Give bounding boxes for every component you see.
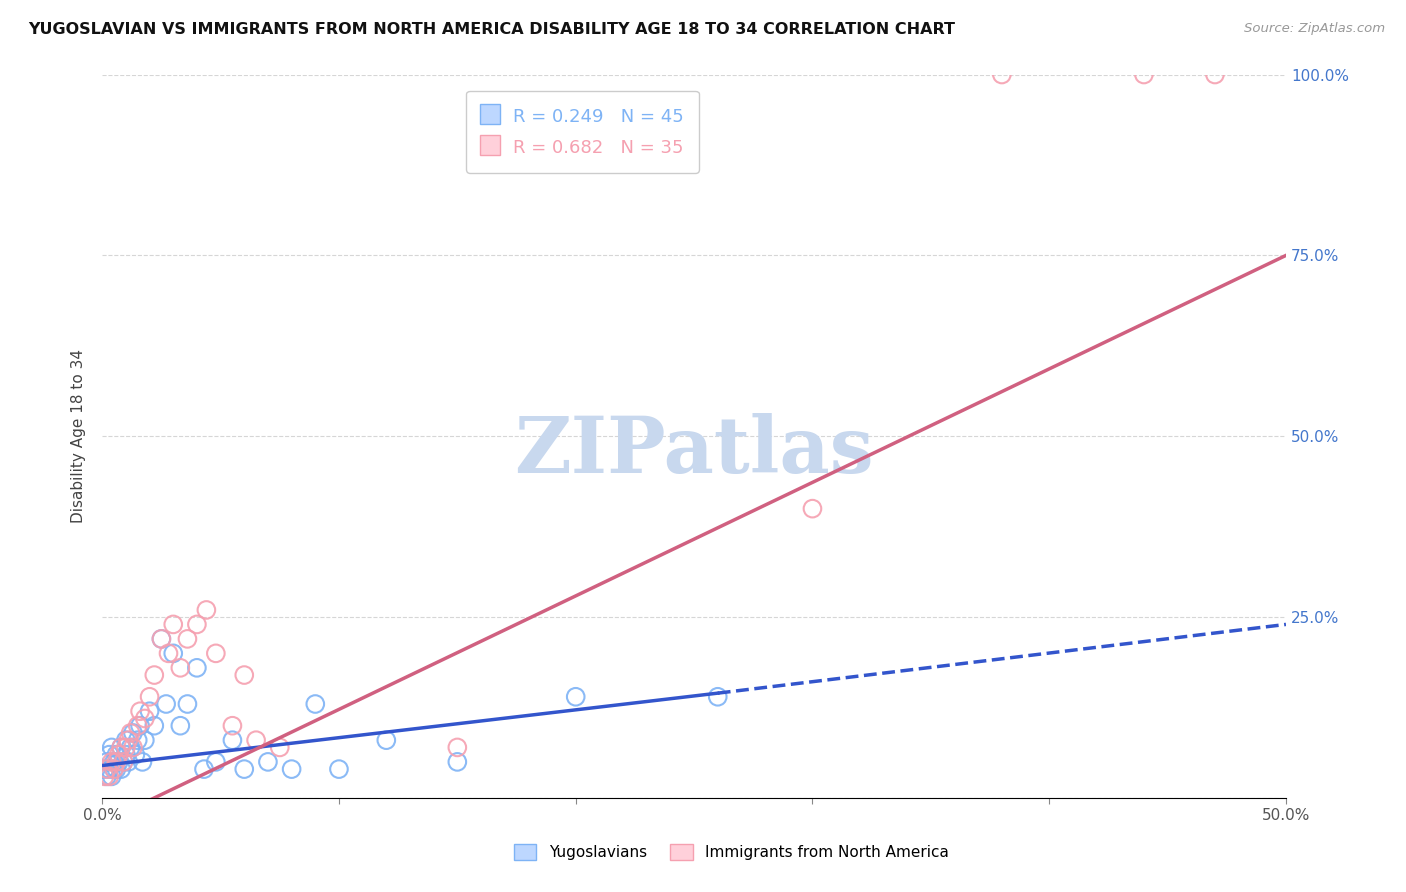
Point	[991, 68, 1014, 82]
Point	[103, 755, 125, 769]
Point	[269, 740, 291, 755]
Legend: Yugoslavians, Immigrants from North America: Yugoslavians, Immigrants from North Amer…	[508, 838, 955, 866]
Text: ZIPatlas: ZIPatlas	[515, 413, 875, 489]
Point	[233, 762, 256, 776]
Point	[115, 733, 138, 747]
Point	[221, 719, 243, 733]
Point	[98, 769, 121, 783]
Point	[110, 740, 132, 755]
Point	[103, 762, 125, 776]
Point	[446, 755, 468, 769]
Point	[186, 661, 208, 675]
Point	[304, 697, 326, 711]
Legend: R = 0.249   N = 45, R = 0.682   N = 35: R = 0.249 N = 45, R = 0.682 N = 35	[467, 91, 699, 173]
Point	[169, 719, 191, 733]
Point	[138, 690, 160, 704]
Point	[115, 740, 138, 755]
Point	[176, 697, 198, 711]
Point	[221, 733, 243, 747]
Point	[150, 632, 173, 646]
Point	[93, 762, 115, 776]
Point	[107, 747, 129, 762]
Point	[205, 646, 228, 660]
Point	[129, 719, 152, 733]
Point	[1133, 68, 1156, 82]
Point	[105, 755, 128, 769]
Point	[328, 762, 350, 776]
Point	[1204, 68, 1226, 82]
Point	[110, 762, 132, 776]
Point	[205, 755, 228, 769]
Point	[110, 740, 132, 755]
Point	[107, 755, 129, 769]
Point	[100, 755, 122, 769]
Point	[134, 733, 156, 747]
Point	[122, 726, 145, 740]
Point	[105, 747, 128, 762]
Point	[375, 733, 398, 747]
Point	[117, 733, 139, 747]
Point	[96, 769, 118, 783]
Point	[100, 769, 122, 783]
Point	[100, 740, 122, 755]
Point	[115, 747, 138, 762]
Point	[162, 617, 184, 632]
Point	[138, 704, 160, 718]
Text: YUGOSLAVIAN VS IMMIGRANTS FROM NORTH AMERICA DISABILITY AGE 18 TO 34 CORRELATION: YUGOSLAVIAN VS IMMIGRANTS FROM NORTH AME…	[28, 22, 955, 37]
Point	[93, 769, 115, 783]
Point	[96, 755, 118, 769]
Point	[245, 733, 267, 747]
Point	[131, 755, 153, 769]
Point	[112, 755, 135, 769]
Point	[280, 762, 302, 776]
Point	[120, 740, 142, 755]
Point	[120, 726, 142, 740]
Point	[176, 632, 198, 646]
Point	[169, 661, 191, 675]
Point	[233, 668, 256, 682]
Point	[162, 646, 184, 660]
Point	[195, 603, 218, 617]
Point	[446, 740, 468, 755]
Point	[564, 690, 586, 704]
Point	[122, 740, 145, 755]
Point	[134, 711, 156, 725]
Point	[706, 690, 728, 704]
Point	[117, 755, 139, 769]
Point	[105, 762, 128, 776]
Point	[186, 617, 208, 632]
Point	[143, 719, 166, 733]
Point	[127, 719, 149, 733]
Point	[157, 646, 180, 660]
Point	[801, 501, 824, 516]
Point	[155, 697, 177, 711]
Point	[112, 755, 135, 769]
Point	[103, 762, 125, 776]
Text: Source: ZipAtlas.com: Source: ZipAtlas.com	[1244, 22, 1385, 36]
Point	[257, 755, 280, 769]
Y-axis label: Disability Age 18 to 34: Disability Age 18 to 34	[72, 350, 86, 524]
Point	[150, 632, 173, 646]
Point	[98, 747, 121, 762]
Point	[96, 762, 118, 776]
Point	[193, 762, 215, 776]
Point	[127, 733, 149, 747]
Point	[129, 704, 152, 718]
Point	[143, 668, 166, 682]
Point	[98, 762, 121, 776]
Point	[124, 747, 146, 762]
